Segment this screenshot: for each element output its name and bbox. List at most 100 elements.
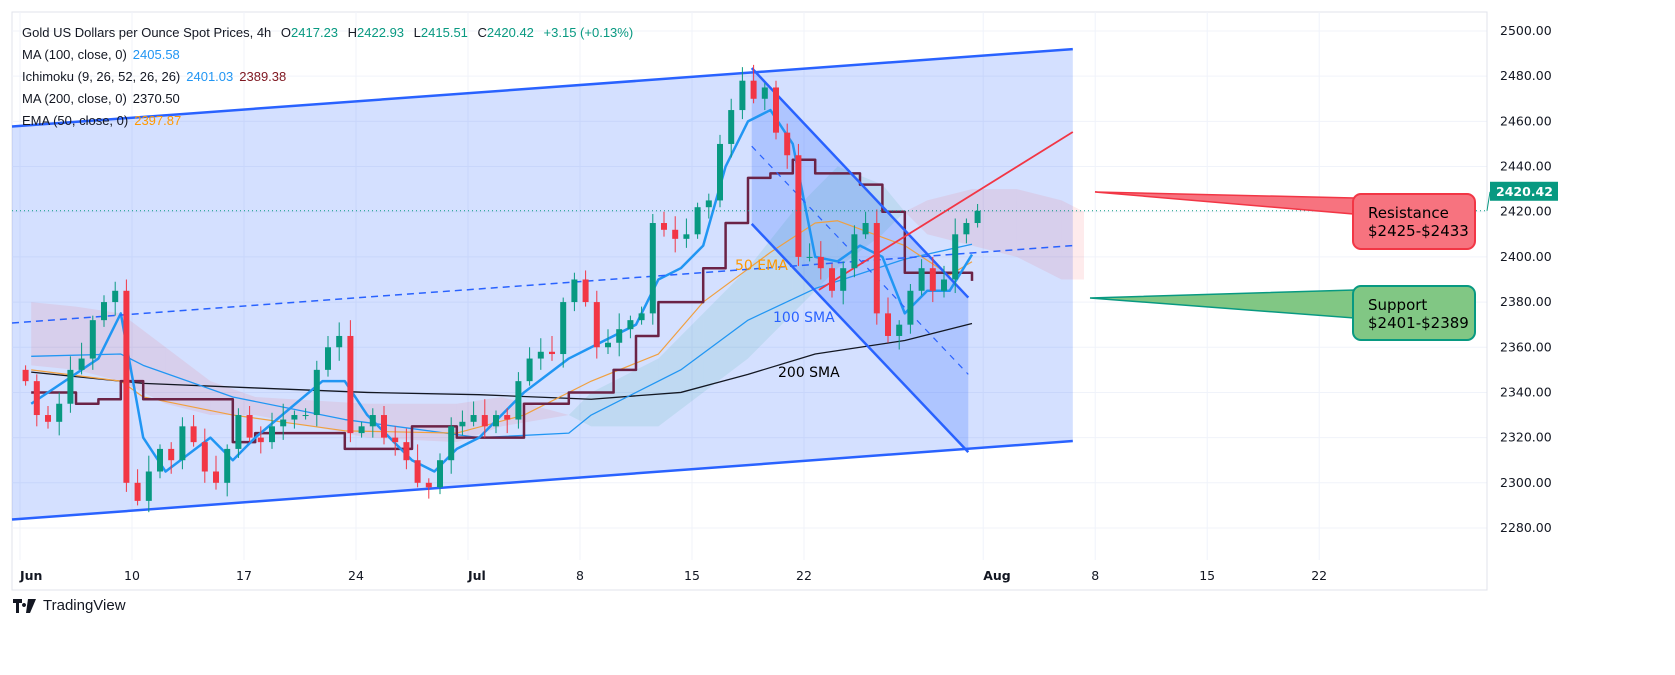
time-axis-label: 8 [576, 568, 584, 583]
indicator-ma200[interactable]: MA (200, close, 0) 2370.50 [22, 88, 633, 110]
candle-body [750, 80, 757, 99]
open-label: O [280, 25, 292, 40]
channel-upper-trendline[interactable] [11, 47, 1073, 128]
ichimoku-cloud-segment [76, 306, 121, 382]
candle-body [840, 268, 847, 291]
indicator-ichimoku[interactable]: Ichimoku (9, 26, 52, 26, 26) 2401.03 2389.… [22, 66, 633, 88]
indicator-label: Ichimoku (9, 26, 52, 26, 26) [22, 69, 181, 84]
candle-body [101, 302, 107, 321]
candle-body [504, 415, 511, 420]
support-range: $2401-$2389 [1368, 314, 1469, 332]
candle-body [571, 279, 578, 303]
candle-body [537, 351, 544, 359]
indicator-value: 2405.58 [132, 47, 180, 62]
candle-body [201, 442, 208, 472]
candle [918, 259, 925, 296]
candle-body [963, 223, 970, 235]
candle-body [358, 426, 365, 434]
ichimoku-cloud-segment [882, 184, 905, 235]
indicator-ma100[interactable]: MA (100, close, 0) 2405.58 [22, 44, 633, 66]
candle-body [381, 415, 387, 438]
candle-body [157, 448, 163, 472]
candle-body [168, 448, 175, 461]
candle-body [481, 415, 488, 427]
candle [761, 82, 768, 111]
time-axis-label: Jul [467, 568, 486, 583]
candle-body [829, 268, 835, 291]
candle-body [112, 290, 119, 303]
candle [885, 297, 891, 343]
falling-channel-upper[interactable] [750, 67, 970, 299]
falling-channel-midline[interactable] [751, 145, 969, 375]
candle [89, 315, 96, 370]
candle [952, 218, 959, 294]
candle [571, 272, 578, 312]
candle [224, 444, 231, 497]
ichimoku-tenkan-line [30, 108, 974, 473]
candle-body [392, 437, 399, 443]
support-callout[interactable]: Support $2401-$2389 [1352, 285, 1476, 341]
indicator-label: EMA (50, close, 0) [22, 113, 129, 128]
candle [560, 297, 567, 368]
candle [627, 315, 634, 339]
candle [448, 417, 455, 474]
candle [101, 295, 107, 327]
time-axis-label: 22 [1311, 568, 1327, 583]
candle-body [235, 415, 242, 449]
last-price-badge-connector [1486, 191, 1491, 211]
time-axis-label: 8 [1091, 568, 1099, 583]
ma200-annotation: 200 SMA [778, 365, 840, 381]
candle-body [560, 302, 567, 355]
time-axis-label: 10 [124, 568, 140, 583]
candle-body [873, 223, 880, 314]
candle [112, 281, 119, 316]
candle [381, 405, 387, 445]
candle-body [459, 421, 466, 427]
candle [358, 421, 365, 438]
resistance-callout[interactable]: Resistance $2425-$2433 [1352, 193, 1476, 250]
symbol-ohlc-row: Gold US Dollars per Ounce Spot Prices, 4… [22, 22, 633, 44]
indicator-value: 2397.87 [134, 113, 182, 128]
channel-midline[interactable] [11, 244, 1073, 324]
indicator-value: 2401.03 [186, 69, 234, 84]
candle [235, 408, 242, 458]
indicator-ema50[interactable]: EMA (50, close, 0) 2397.87 [22, 110, 633, 132]
candle [33, 374, 40, 427]
candle-body [605, 342, 611, 348]
tradingview-logo[interactable]: TradingView [13, 597, 126, 614]
ichimoku-cloud-segment [568, 392, 592, 427]
candle-body [929, 268, 936, 291]
candle [694, 202, 701, 239]
candle-body [325, 347, 331, 370]
falling-channel-lower[interactable] [750, 223, 970, 453]
candle [336, 322, 343, 361]
ichimoku-cloud-segment [1016, 189, 1062, 280]
candle [705, 193, 712, 219]
candle [67, 356, 74, 413]
indicator-label: MA (100, close, 0) [22, 47, 127, 62]
candle [78, 342, 85, 375]
candle [717, 134, 723, 208]
ma100-annotation: 100 SMA [773, 310, 835, 326]
candle-body [493, 415, 499, 427]
candle-body [313, 369, 320, 416]
time-axis-label: 22 [796, 568, 812, 583]
candle [616, 313, 623, 357]
high-label: H [347, 25, 358, 40]
rising-trendline[interactable] [818, 131, 1074, 291]
candle [851, 225, 858, 278]
ichimoku-cloud-segment [703, 268, 748, 393]
candle-body [45, 415, 51, 422]
candle [190, 415, 197, 447]
candle-body [582, 279, 589, 303]
candle-body [145, 471, 152, 501]
price-axis-label: 2460.00 [1500, 113, 1552, 128]
candle-body [526, 358, 533, 382]
channel-lower-trendline[interactable] [11, 439, 1073, 521]
candle-body [784, 132, 791, 156]
time-axis-label: Jun [19, 568, 42, 583]
candle [515, 372, 522, 429]
ichimoku-cloud-segment [837, 166, 883, 269]
candle-body [403, 442, 410, 461]
